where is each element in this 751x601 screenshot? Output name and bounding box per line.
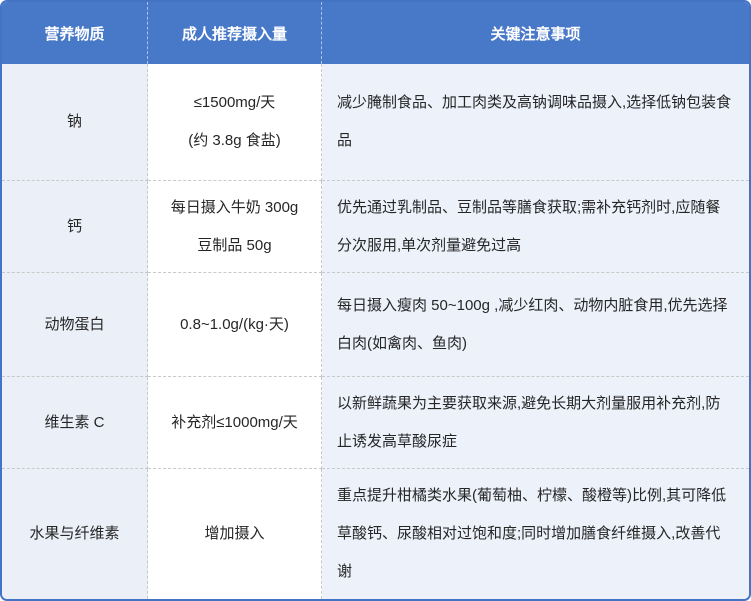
cell-nutrient-vitamin-c: 维生素 C (2, 377, 148, 469)
cell-nutrient-sodium: 钠 (2, 64, 148, 181)
cell-notes-vitamin-c: 以新鲜蔬果为主要获取来源,避免长期大剂量服用补充剂,防止诱发高草酸尿症 (322, 377, 749, 469)
cell-notes-fruits-fiber: 重点提升柑橘类水果(葡萄柚、柠檬、酸橙等)比例,其可降低草酸钙、尿酸相对过饱和度… (322, 469, 749, 599)
cell-intake-calcium: 每日摄入牛奶 300g 豆制品 50g (148, 181, 322, 273)
cell-intake-sodium: ≤1500mg/天 (约 3.8g 食盐) (148, 64, 322, 181)
cell-nutrient-animal-protein: 动物蛋白 (2, 273, 148, 377)
header-nutrient: 营养物质 (2, 2, 148, 64)
cell-notes-calcium: 优先通过乳制品、豆制品等膳食获取;需补充钙剂时,应随餐分次服用,单次剂量避免过高 (322, 181, 749, 273)
cell-notes-animal-protein: 每日摄入瘦肉 50~100g ,减少红肉、动物内脏食用,优先选择白肉(如禽肉、鱼… (322, 273, 749, 377)
header-recommended-intake: 成人推荐摄入量 (148, 2, 322, 64)
cell-intake-vitamin-c: 补充剂≤1000mg/天 (148, 377, 322, 469)
cell-intake-fruits-fiber: 增加摄入 (148, 469, 322, 599)
cell-intake-animal-protein: 0.8~1.0g/(kg·天) (148, 273, 322, 377)
cell-nutrient-fruits-fiber: 水果与纤维素 (2, 469, 148, 599)
header-key-notes: 关键注意事项 (322, 2, 749, 64)
cell-notes-sodium: 减少腌制食品、加工肉类及高钠调味品摄入,选择低钠包装食品 (322, 64, 749, 181)
cell-nutrient-calcium: 钙 (2, 181, 148, 273)
